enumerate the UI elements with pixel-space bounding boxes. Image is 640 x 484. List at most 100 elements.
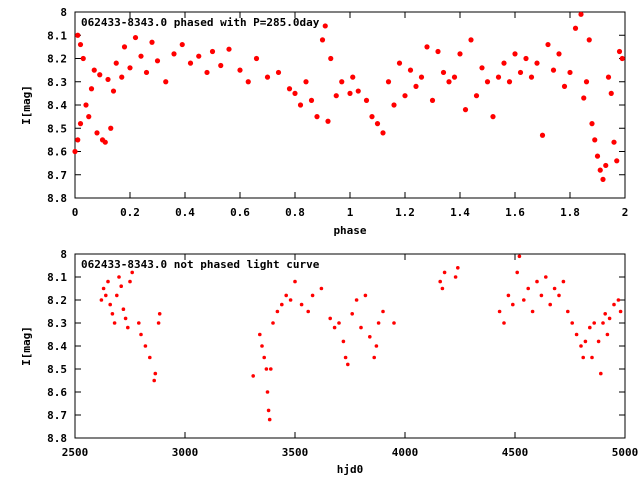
- data-point: [407, 67, 414, 73]
- data-point: [115, 293, 119, 298]
- data-point: [121, 307, 126, 312]
- data-point: [526, 286, 530, 291]
- data-point: [91, 67, 97, 73]
- data-point: [110, 88, 117, 94]
- data-point: [105, 76, 111, 83]
- data-point: [522, 298, 526, 302]
- y-tick-label: 8.1: [47, 29, 67, 42]
- data-point: [579, 344, 583, 348]
- data-point: [597, 167, 603, 173]
- data-point: [588, 325, 592, 330]
- data-point: [163, 79, 169, 85]
- plot-frame: [74, 11, 626, 199]
- data-point: [578, 11, 584, 17]
- y-tick-label: 8.2: [47, 53, 67, 66]
- data-point: [179, 41, 185, 48]
- data-points: [99, 254, 623, 422]
- data-point: [137, 321, 141, 325]
- data-point: [497, 309, 502, 314]
- data-point: [396, 60, 403, 66]
- data-point: [490, 114, 496, 120]
- data-point: [581, 355, 585, 360]
- data-point: [299, 302, 304, 307]
- data-point: [583, 79, 590, 85]
- data-point: [112, 321, 117, 325]
- data-point: [402, 93, 408, 99]
- data-point: [502, 321, 506, 325]
- data-point: [590, 355, 594, 360]
- data-point: [545, 41, 551, 48]
- data-point: [570, 321, 574, 325]
- data-point: [154, 58, 161, 64]
- y-tick-label: 8.2: [47, 294, 67, 307]
- data-point: [462, 107, 469, 113]
- x-tick-label: 0.2: [120, 206, 140, 219]
- data-point: [608, 90, 614, 96]
- data-point: [523, 55, 529, 62]
- data-point: [108, 302, 112, 307]
- data-point: [127, 65, 133, 71]
- data-point: [333, 93, 339, 99]
- data-point: [104, 293, 108, 298]
- x-tick-label: 4000: [392, 446, 419, 459]
- data-point: [310, 293, 315, 298]
- data-point: [143, 344, 148, 348]
- data-point: [548, 302, 552, 307]
- data-point: [618, 309, 623, 314]
- data-point: [171, 51, 177, 57]
- data-point: [139, 332, 143, 337]
- y-tick-label: 8.8: [47, 192, 67, 205]
- data-point: [284, 293, 289, 298]
- plot-frame: [74, 253, 626, 439]
- data-point: [121, 44, 128, 50]
- data-point: [204, 69, 210, 76]
- data-point: [550, 67, 557, 73]
- data-point: [337, 321, 341, 325]
- data-point: [517, 254, 522, 259]
- data-point: [616, 48, 623, 55]
- data-point: [88, 86, 95, 92]
- data-point: [77, 41, 84, 48]
- data-point: [286, 86, 293, 92]
- data-point: [392, 321, 396, 325]
- data-point: [157, 312, 162, 316]
- data-point: [86, 114, 92, 120]
- data-point: [260, 344, 264, 348]
- data-point: [343, 355, 348, 360]
- data-point: [251, 374, 255, 378]
- data-point: [561, 279, 566, 284]
- data-point: [77, 121, 84, 127]
- data-point: [506, 293, 511, 298]
- data-point: [138, 53, 144, 59]
- data-point: [501, 60, 507, 66]
- data-point: [435, 48, 441, 55]
- data-point: [599, 371, 603, 376]
- data-point: [594, 153, 601, 159]
- data-points: [72, 11, 625, 182]
- data-point: [354, 298, 359, 302]
- y-tick-label: 8.6: [47, 146, 67, 159]
- y-tick-label: 8.5: [47, 122, 67, 135]
- data-point: [566, 309, 570, 314]
- data-point: [539, 293, 544, 298]
- data-point: [110, 312, 115, 316]
- data-point: [123, 316, 128, 321]
- data-point: [484, 79, 491, 85]
- data-point: [456, 266, 460, 270]
- data-point: [218, 62, 224, 69]
- data-point: [567, 69, 573, 76]
- data-point: [97, 72, 103, 78]
- x-tick-label: 2: [622, 206, 629, 219]
- data-point: [479, 65, 485, 71]
- data-point: [99, 298, 104, 302]
- data-point: [196, 53, 202, 59]
- data-point: [72, 148, 78, 155]
- y-tick-label: 8.3: [47, 317, 67, 330]
- data-point: [332, 325, 337, 330]
- data-point: [424, 44, 430, 50]
- data-point: [262, 355, 267, 360]
- y-ticks: 8 8.1 8.2 8.3 8.4 8.5 8.6 8.7 8.8: [47, 6, 625, 205]
- data-point: [347, 90, 353, 96]
- data-point: [108, 125, 114, 131]
